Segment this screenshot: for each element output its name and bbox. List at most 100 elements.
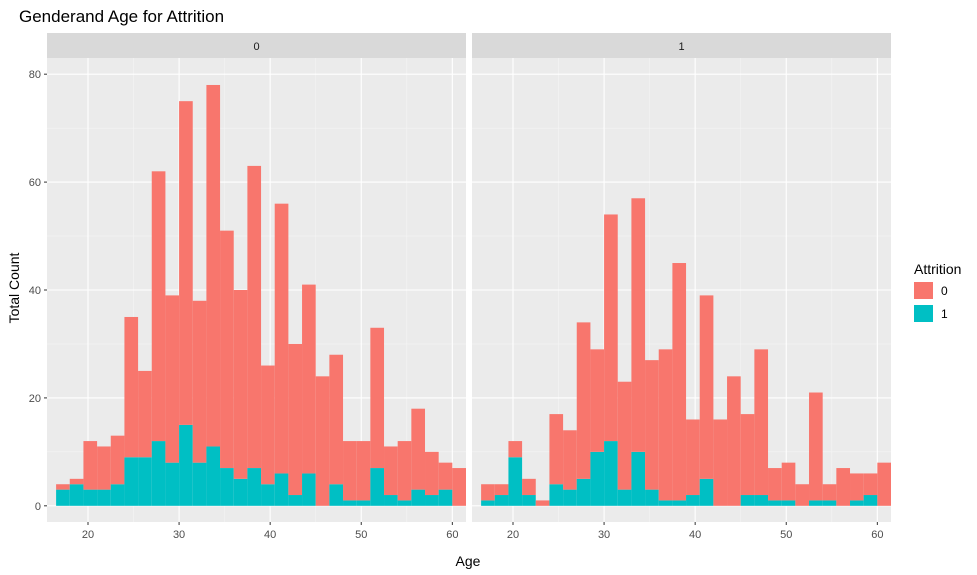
- bar-attrition-0: [452, 468, 466, 506]
- bar-attrition-0: [261, 365, 275, 485]
- bar-attrition-0: [494, 484, 509, 496]
- bar-attrition-0: [863, 473, 878, 496]
- bar-attrition-1: [617, 489, 632, 506]
- bar-attrition-1: [645, 489, 659, 506]
- x-tick-label: 30: [173, 529, 185, 541]
- bar-attrition-1: [356, 500, 371, 506]
- bar-attrition-1: [397, 500, 412, 506]
- bar-attrition-1: [247, 468, 262, 506]
- facet-strip-label: 1: [678, 41, 684, 53]
- bar-attrition-1: [329, 484, 344, 506]
- legend-label-0: 0: [941, 284, 948, 298]
- bar-attrition-0: [877, 462, 891, 506]
- bar-attrition-0: [302, 284, 316, 474]
- bar-attrition-0: [425, 451, 439, 496]
- legend-title: Attrition: [914, 261, 961, 277]
- bar-attrition-0: [288, 343, 303, 496]
- bar-attrition-0: [809, 392, 823, 501]
- bar-attrition-1: [124, 457, 139, 506]
- bar-attrition-0: [83, 441, 98, 490]
- bar-attrition-0: [522, 478, 536, 496]
- bar-attrition-1: [740, 495, 755, 506]
- bar-attrition-1: [165, 462, 180, 506]
- y-tick-label: 0: [35, 501, 41, 513]
- bar-attrition-0: [631, 198, 646, 452]
- bar-attrition-0: [151, 171, 166, 442]
- bar-attrition-1: [343, 500, 357, 506]
- bar-attrition-0: [138, 370, 152, 458]
- bar-attrition-1: [69, 484, 84, 506]
- bar-attrition-1: [288, 495, 303, 506]
- bar-attrition-1: [83, 489, 98, 506]
- bar-attrition-0: [535, 500, 550, 506]
- bar-attrition-1: [850, 500, 864, 506]
- bar-attrition-0: [686, 419, 700, 496]
- bar-attrition-0: [274, 203, 289, 474]
- bar-attrition-1: [781, 500, 796, 506]
- y-tick-label: 20: [29, 393, 41, 405]
- bar-attrition-0: [315, 376, 330, 506]
- legend-label-1: 1: [941, 307, 948, 321]
- bar-attrition-0: [233, 290, 248, 479]
- bar-attrition-0: [384, 446, 398, 496]
- bar-attrition-1: [672, 500, 687, 506]
- bar-attrition-0: [836, 468, 851, 506]
- bar-attrition-0: [411, 408, 426, 490]
- bar-attrition-1: [206, 446, 221, 506]
- bar-attrition-1: [863, 495, 878, 506]
- x-tick-label: 40: [264, 529, 276, 541]
- bar-attrition-0: [645, 360, 659, 490]
- bar-attrition-0: [658, 349, 673, 501]
- x-tick-label: 20: [82, 529, 94, 541]
- bar-attrition-0: [97, 446, 111, 490]
- bar-attrition-1: [563, 489, 577, 506]
- bar-attrition-1: [658, 500, 673, 506]
- bar-attrition-1: [768, 500, 782, 506]
- y-axis-title: Total Count: [6, 252, 22, 323]
- x-tick-label: 60: [871, 529, 883, 541]
- bar-attrition-0: [590, 349, 605, 452]
- bar-attrition-0: [179, 101, 193, 425]
- x-tick-label: 30: [598, 529, 610, 541]
- bar-attrition-0: [124, 316, 139, 458]
- bar-attrition-0: [699, 295, 714, 479]
- bar-attrition-0: [370, 327, 385, 469]
- bar-attrition-1: [549, 484, 564, 506]
- bar-attrition-0: [795, 484, 810, 506]
- bar-attrition-1: [822, 500, 837, 506]
- bar-attrition-1: [809, 500, 823, 506]
- bar-attrition-0: [329, 354, 344, 485]
- x-axis-title: Age: [456, 553, 481, 569]
- bar-attrition-0: [206, 84, 221, 447]
- legend-key-0: [914, 282, 933, 299]
- bar-attrition-1: [233, 478, 248, 506]
- bar-attrition-1: [97, 489, 111, 506]
- bar-attrition-1: [508, 457, 523, 506]
- bar-attrition-1: [494, 495, 509, 506]
- y-tick-label: 60: [29, 177, 41, 189]
- y-tick-label: 80: [29, 69, 41, 81]
- bar-attrition-1: [261, 484, 275, 506]
- bar-attrition-1: [576, 478, 591, 506]
- bar-attrition-1: [138, 457, 152, 506]
- bar-attrition-1: [522, 495, 536, 506]
- bar-attrition-0: [192, 300, 207, 463]
- facet-strip: [472, 33, 891, 58]
- bar-attrition-0: [69, 478, 84, 485]
- bar-attrition-1: [590, 451, 605, 506]
- bar-attrition-0: [56, 484, 70, 490]
- bar-attrition-1: [411, 489, 426, 506]
- bar-attrition-0: [617, 381, 632, 490]
- bar-attrition-1: [699, 478, 714, 506]
- x-tick-label: 50: [355, 529, 367, 541]
- bar-attrition-0: [356, 441, 371, 501]
- legend-key-1: [914, 305, 933, 322]
- bar-attrition-0: [727, 376, 741, 506]
- panel-1: 1 20 30 40 50 60: [472, 33, 891, 541]
- bar-attrition-0: [672, 263, 687, 501]
- y-tick-label: 40: [29, 285, 41, 297]
- bar-attrition-1: [481, 500, 495, 506]
- x-tick-label: 20: [507, 529, 519, 541]
- bar-attrition-0: [343, 441, 357, 501]
